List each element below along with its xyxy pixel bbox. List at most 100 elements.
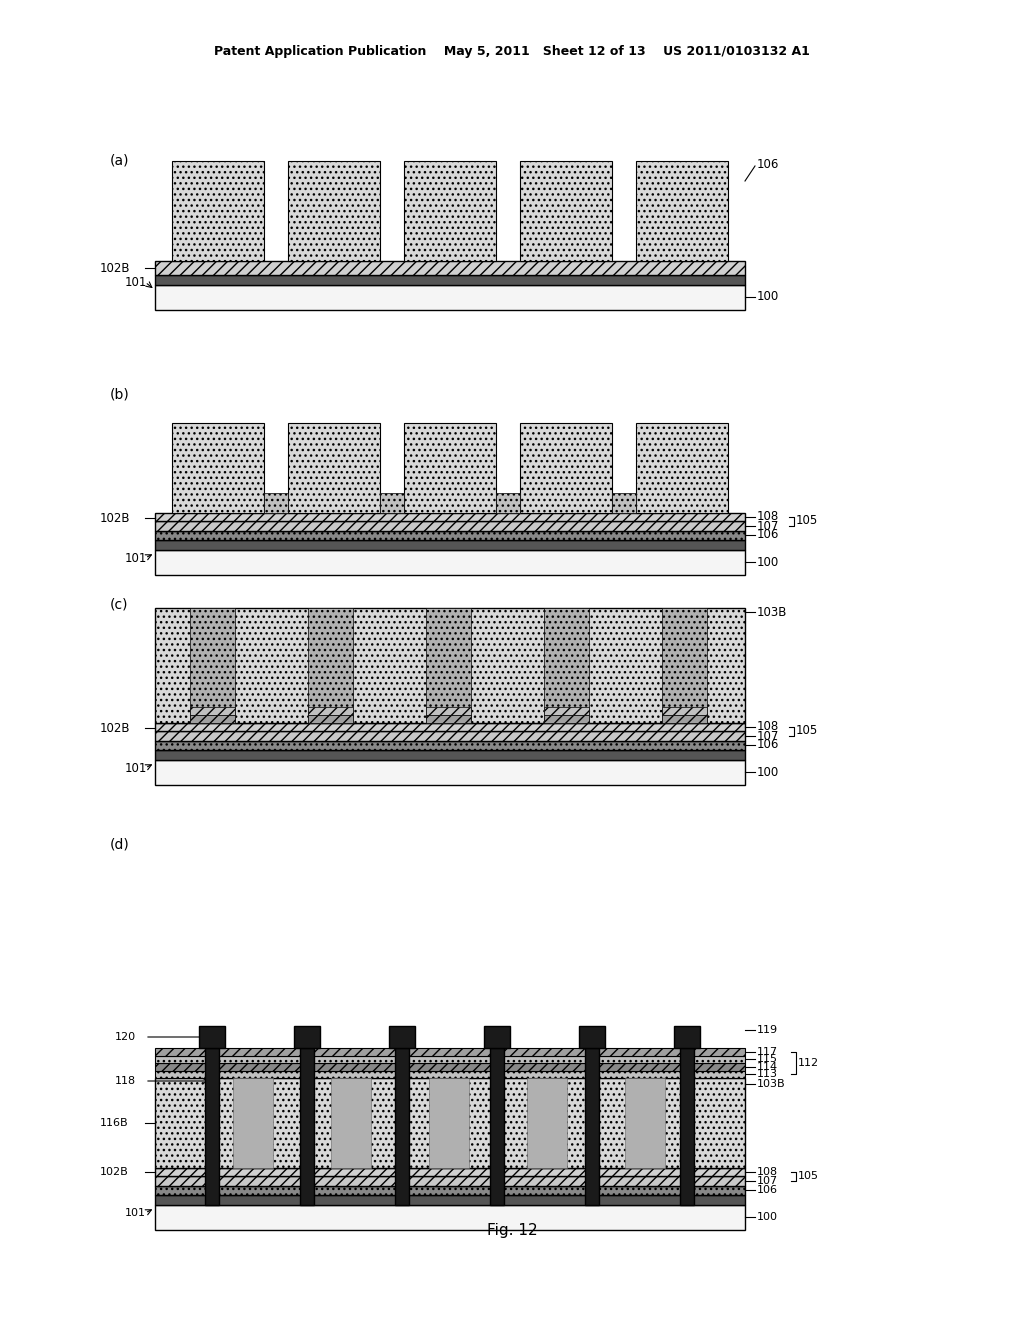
- Bar: [155, 540, 745, 550]
- Bar: [625, 1078, 665, 1168]
- Bar: [520, 422, 612, 513]
- Bar: [155, 609, 745, 723]
- Bar: [155, 1056, 745, 1063]
- Bar: [389, 1026, 415, 1048]
- Bar: [155, 1205, 745, 1230]
- Text: 100: 100: [757, 1212, 778, 1222]
- Bar: [544, 609, 589, 723]
- Bar: [527, 1078, 567, 1168]
- Text: 102B: 102B: [100, 511, 130, 524]
- Bar: [155, 261, 745, 275]
- Bar: [544, 708, 589, 715]
- Text: 105: 105: [798, 1171, 819, 1181]
- Bar: [190, 708, 234, 715]
- Bar: [155, 531, 745, 540]
- Bar: [404, 161, 496, 261]
- Text: 108: 108: [757, 511, 779, 524]
- Text: (c): (c): [110, 598, 128, 612]
- Bar: [155, 1048, 745, 1056]
- Bar: [636, 422, 728, 513]
- Bar: [190, 609, 234, 723]
- Bar: [233, 1078, 273, 1168]
- Bar: [172, 161, 264, 261]
- Bar: [579, 1026, 605, 1048]
- Bar: [496, 492, 520, 513]
- Bar: [636, 161, 728, 261]
- Text: 107: 107: [757, 520, 779, 532]
- Bar: [674, 1026, 700, 1048]
- Bar: [308, 715, 353, 723]
- Text: 105: 105: [796, 515, 818, 528]
- Bar: [331, 1078, 371, 1168]
- Bar: [155, 1063, 745, 1071]
- Text: (b): (b): [110, 388, 130, 403]
- Text: 112: 112: [798, 1059, 819, 1068]
- Bar: [426, 708, 471, 715]
- Text: 116B: 116B: [100, 1118, 129, 1129]
- Bar: [205, 1048, 219, 1205]
- Text: 108: 108: [757, 721, 779, 734]
- Bar: [190, 715, 234, 723]
- Text: (d): (d): [110, 838, 130, 851]
- Bar: [155, 275, 745, 285]
- Text: 107: 107: [757, 730, 779, 742]
- Bar: [426, 715, 471, 723]
- Bar: [155, 285, 745, 310]
- Text: Fig. 12: Fig. 12: [486, 1222, 538, 1238]
- Bar: [155, 1195, 745, 1205]
- Text: 119: 119: [757, 1026, 778, 1035]
- Bar: [308, 708, 353, 715]
- Bar: [288, 161, 380, 261]
- Text: 101: 101: [125, 762, 147, 775]
- Text: 103B: 103B: [757, 1078, 785, 1089]
- Text: 102B: 102B: [100, 261, 130, 275]
- Bar: [680, 1048, 694, 1205]
- Text: 106: 106: [757, 738, 779, 751]
- Text: 106: 106: [757, 1185, 778, 1195]
- Text: 100: 100: [757, 290, 779, 304]
- Text: 120: 120: [115, 1032, 136, 1041]
- Text: 103B: 103B: [757, 606, 787, 619]
- Text: 100: 100: [757, 766, 779, 779]
- Bar: [199, 1026, 225, 1048]
- Text: 101: 101: [125, 276, 147, 289]
- Bar: [662, 715, 707, 723]
- Text: 102B: 102B: [100, 1167, 129, 1177]
- Bar: [155, 1185, 745, 1195]
- Bar: [662, 609, 707, 723]
- Text: 114: 114: [757, 1063, 778, 1072]
- Bar: [155, 731, 745, 741]
- Text: 117: 117: [757, 1047, 778, 1057]
- Bar: [264, 492, 288, 513]
- Bar: [429, 1078, 469, 1168]
- Bar: [395, 1048, 409, 1205]
- Bar: [294, 1026, 319, 1048]
- Bar: [155, 741, 745, 750]
- Bar: [300, 1048, 314, 1205]
- Text: 108: 108: [757, 1167, 778, 1177]
- Text: 106: 106: [757, 528, 779, 541]
- Text: 100: 100: [757, 556, 779, 569]
- Bar: [612, 492, 636, 513]
- Bar: [155, 723, 745, 731]
- Text: 102B: 102B: [100, 722, 130, 734]
- Text: 107: 107: [757, 1176, 778, 1185]
- Bar: [155, 760, 745, 785]
- Text: (a): (a): [110, 153, 129, 168]
- Text: 106: 106: [757, 157, 779, 170]
- Bar: [155, 513, 745, 521]
- Text: 101: 101: [125, 552, 147, 565]
- Bar: [155, 1168, 745, 1176]
- Text: 113: 113: [757, 1069, 778, 1078]
- Text: Patent Application Publication    May 5, 2011   Sheet 12 of 13    US 2011/010313: Patent Application Publication May 5, 20…: [214, 45, 810, 58]
- Text: 105: 105: [796, 725, 818, 738]
- Bar: [520, 161, 612, 261]
- Bar: [155, 521, 745, 531]
- Bar: [585, 1048, 599, 1205]
- Bar: [155, 1071, 745, 1078]
- Bar: [155, 750, 745, 760]
- Bar: [404, 422, 496, 513]
- Bar: [308, 609, 353, 723]
- Bar: [380, 492, 404, 513]
- Bar: [426, 609, 471, 723]
